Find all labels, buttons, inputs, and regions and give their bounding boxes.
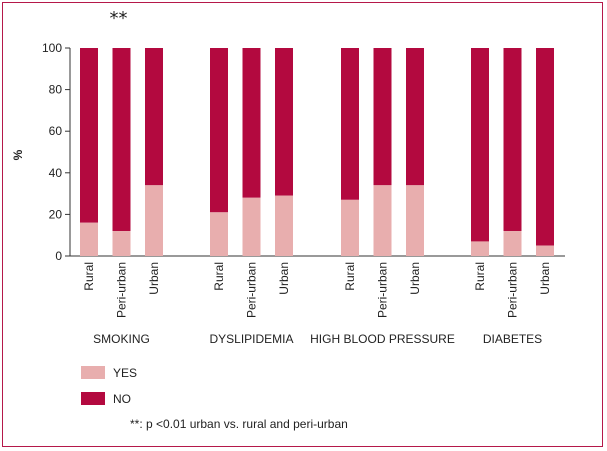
- y-tick-label: 40: [49, 166, 63, 180]
- category-label: Urban: [408, 262, 422, 295]
- legend-label-no: NO: [113, 392, 131, 406]
- y-tick-label: 20: [49, 207, 63, 221]
- bar-no: [373, 48, 392, 186]
- category-label: Rural: [82, 262, 96, 291]
- category-label: Peri-urban: [506, 262, 520, 318]
- bar-yes: [275, 195, 293, 256]
- category-label: Peri-urban: [376, 262, 390, 318]
- footnote: **: p <0.01 urban vs. rural and peri-urb…: [130, 417, 348, 431]
- category-label: Peri-urban: [115, 262, 129, 318]
- bar-no: [341, 48, 359, 200]
- legend-label-yes: YES: [113, 366, 137, 380]
- bar-yes: [145, 185, 163, 256]
- bar-yes: [471, 241, 489, 256]
- bar-yes: [341, 199, 359, 256]
- bar-no: [406, 48, 424, 186]
- group-label: SMOKING: [93, 332, 150, 346]
- y-tick-label: 80: [49, 83, 63, 97]
- bar-yes: [210, 212, 228, 256]
- chart-frame: [2, 2, 603, 447]
- legend-swatch-yes: [81, 366, 105, 379]
- bar-no: [145, 48, 163, 186]
- y-tick-label: 100: [42, 41, 62, 55]
- category-label: Rural: [343, 262, 357, 291]
- bar-yes: [242, 197, 261, 256]
- y-axis-label: %: [11, 149, 25, 160]
- bar-no: [242, 48, 261, 198]
- category-label: Urban: [538, 262, 552, 295]
- legend-swatch-no: [81, 392, 105, 405]
- bar-yes: [373, 185, 392, 256]
- category-label: Urban: [147, 262, 161, 295]
- bar-yes: [536, 245, 554, 256]
- bar-no: [112, 48, 131, 232]
- bar-no: [503, 48, 522, 232]
- significance-annotation: **: [110, 8, 128, 29]
- bar-no: [210, 48, 228, 213]
- category-label: Urban: [277, 262, 291, 295]
- category-label: Rural: [212, 262, 226, 291]
- bar-no: [80, 48, 98, 223]
- bar-no: [536, 48, 554, 246]
- category-label: Peri-urban: [245, 262, 259, 318]
- bar-yes: [112, 231, 131, 256]
- category-label: Rural: [473, 262, 487, 291]
- group-label: DYSLIPIDEMIA: [209, 332, 293, 346]
- bar-yes: [406, 185, 424, 256]
- bar-no: [275, 48, 293, 196]
- y-tick-label: 60: [49, 124, 63, 138]
- group-label: DIABETES: [483, 332, 542, 346]
- bar-yes: [503, 231, 522, 256]
- y-tick-label: 0: [55, 249, 62, 263]
- bar-yes: [80, 222, 98, 256]
- bar-no: [471, 48, 489, 242]
- group-label: HIGH BLOOD PRESSURE: [310, 332, 455, 346]
